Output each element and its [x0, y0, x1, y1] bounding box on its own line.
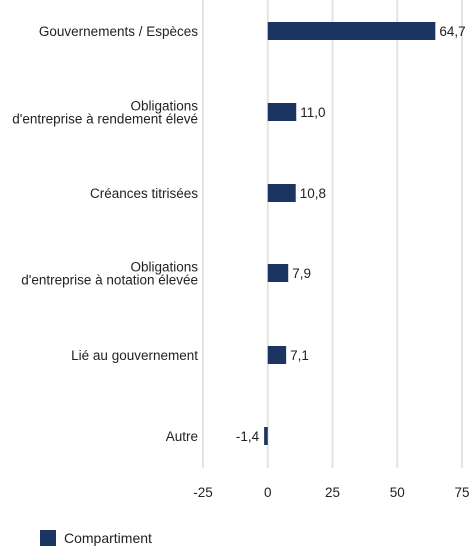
- category-label-line: Gouvernements / Espèces: [39, 24, 198, 39]
- category-label: Gouvernements / Espèces: [39, 24, 198, 39]
- data-label: -1,4: [236, 429, 260, 444]
- category-label-line: Créances titrisées: [90, 186, 198, 201]
- category-label-line: Autre: [166, 429, 198, 444]
- gridlines: [202, 0, 463, 468]
- bar: [267, 184, 296, 202]
- category-label-line: Obligations: [130, 99, 198, 114]
- x-tick-label: 25: [325, 485, 340, 500]
- x-tick-label: 0: [264, 485, 272, 500]
- x-axis-ticks: -25 0 25 50 75: [193, 485, 469, 500]
- data-label: 64,7: [439, 24, 465, 39]
- category-label-line: Obligations: [130, 260, 198, 275]
- category-label: Créances titrisées: [90, 186, 198, 201]
- x-tick-label: -25: [193, 485, 213, 500]
- data-label: 7,1: [290, 348, 309, 363]
- bar: [267, 346, 287, 364]
- category-label-line: d'entreprise à rendement élevé: [12, 112, 198, 127]
- data-label: 10,8: [300, 186, 326, 201]
- bars: [264, 22, 436, 445]
- bar: [267, 103, 297, 121]
- category-label: Autre: [166, 429, 198, 444]
- x-tick-label: 75: [454, 485, 469, 500]
- x-tick-label: 50: [390, 485, 405, 500]
- category-label: Lié au gouvernement: [71, 348, 198, 363]
- value-labels: 64,7 11,0 10,8 7,9 7,1 -1,4: [236, 24, 466, 444]
- data-label: 7,9: [292, 266, 311, 281]
- category-label-line: Lié au gouvernement: [71, 348, 198, 363]
- bar: [264, 427, 268, 445]
- data-label: 11,0: [300, 105, 325, 120]
- category-label-line: d'entreprise à notation élevée: [21, 273, 198, 288]
- category-label: Obligations d'entreprise à rendement élev…: [12, 99, 198, 127]
- category-label: Obligations d'entreprise à notation élevé…: [21, 260, 198, 288]
- legend-swatch: [40, 530, 56, 546]
- bar: [267, 264, 289, 282]
- legend: Compartiment: [40, 530, 152, 546]
- bar: [267, 22, 436, 40]
- legend-label: Compartiment: [64, 530, 152, 546]
